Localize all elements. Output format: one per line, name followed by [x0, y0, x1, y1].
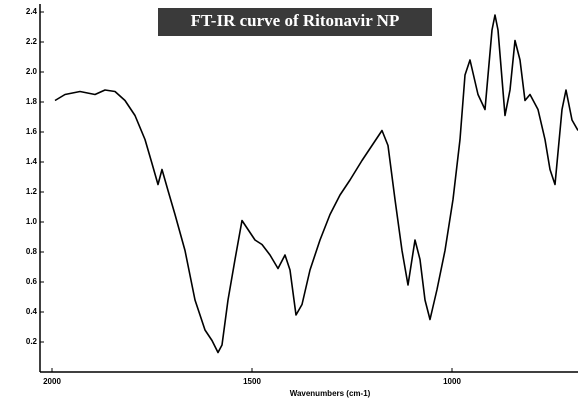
y-tick-label: 1.6 [26, 127, 38, 136]
y-tick-label: 1.8 [26, 97, 38, 106]
chart-title: FT-IR curve of Ritonavir NP [191, 11, 400, 30]
y-tick-label: 0.6 [26, 277, 38, 286]
x-tick-label: 1500 [243, 377, 261, 386]
y-tick-label: 0.4 [26, 307, 38, 316]
x-tick-label: 1000 [443, 377, 461, 386]
y-tick-label: 2.4 [26, 7, 38, 16]
y-tick-label: 1.2 [26, 187, 38, 196]
spectrum-line [54, 14, 578, 354]
y-tick-label: 2.2 [26, 37, 38, 46]
y-tick-label: 2.0 [26, 67, 38, 76]
y-tick-label: 0.2 [26, 337, 38, 346]
x-tick-label: 2000 [43, 377, 61, 386]
title-box [158, 8, 432, 36]
y-tick-label: 1.4 [26, 157, 38, 166]
y-tick-label: 1.0 [26, 217, 38, 226]
x-axis-label: Wavenumbers (cm-1) [290, 389, 371, 398]
y-tick-label: 0.8 [26, 247, 38, 256]
